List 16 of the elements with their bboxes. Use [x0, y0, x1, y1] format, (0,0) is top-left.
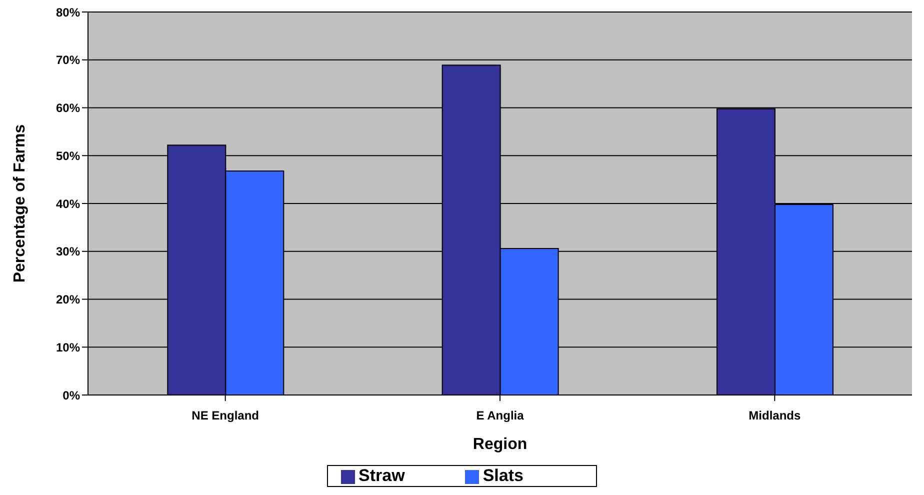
y-tick-label: 80% [56, 5, 80, 20]
y-tick-label: 50% [56, 148, 80, 163]
x-tick-label: Midlands [748, 408, 801, 423]
x-tick-label: E Anglia [476, 408, 524, 423]
y-tick-label: 40% [56, 196, 80, 211]
x-axis-title: Region [472, 436, 528, 453]
y-tick-label: 20% [56, 292, 80, 307]
legend-label: Straw [358, 466, 405, 485]
y-tick-label: 30% [56, 244, 80, 259]
legend-label: Slats [482, 466, 524, 485]
y-tick-label: 10% [56, 340, 80, 354]
y-tick-label: 60% [56, 101, 80, 116]
y-tick-label: 70% [56, 53, 80, 68]
y-axis-title: Percentage of Farms [12, 124, 29, 283]
x-tick-label: NE England [192, 408, 260, 423]
y-tick-label: 0% [62, 388, 80, 402]
